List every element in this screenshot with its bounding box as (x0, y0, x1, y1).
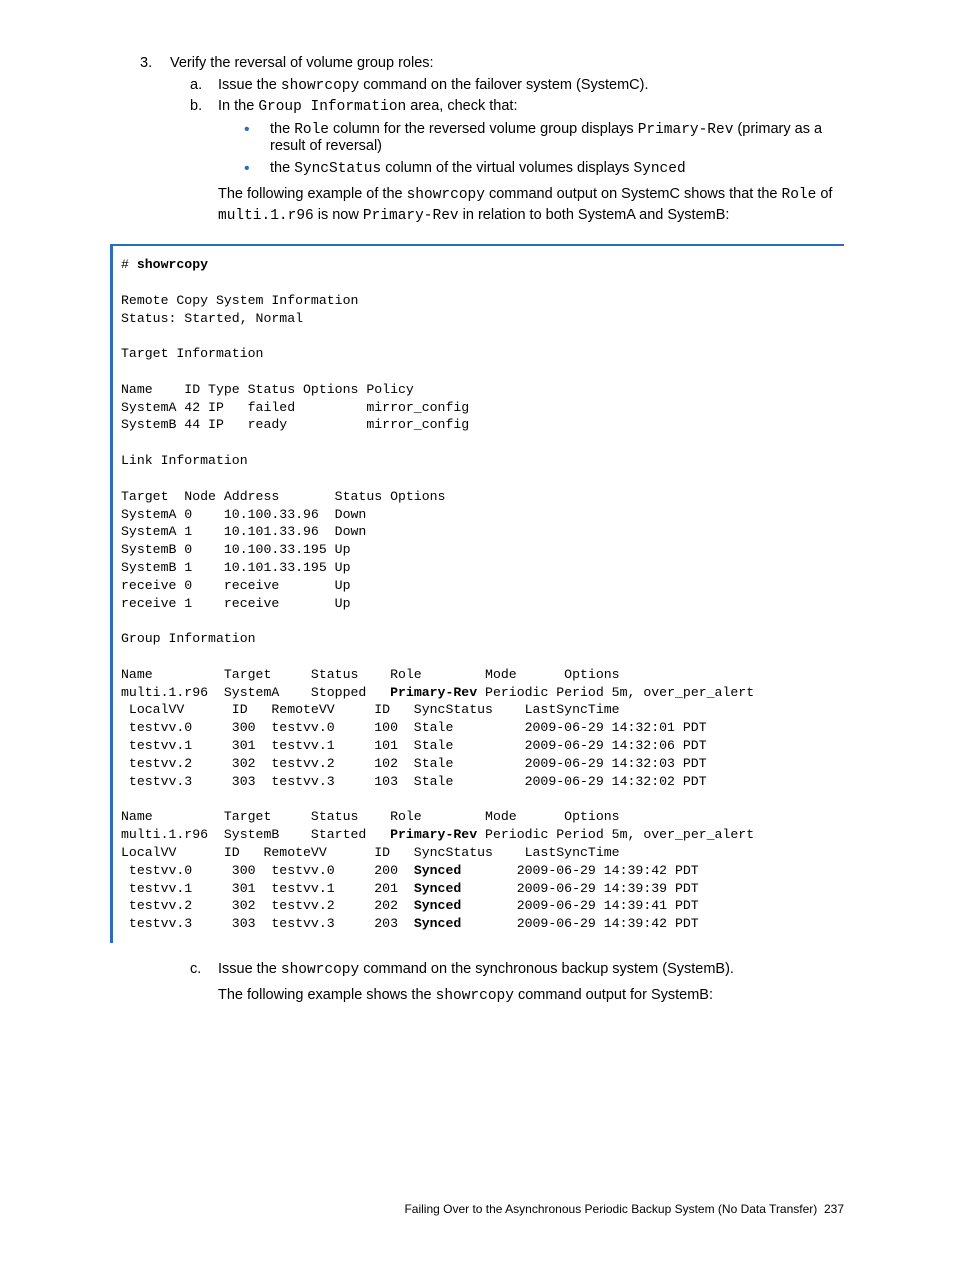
code-line: Name ID Type Status Options Policy (121, 382, 414, 397)
text: command on the synchronous backup system… (359, 961, 734, 977)
command-text: Group Information (258, 99, 406, 115)
code-line: testvv.1 301 testvv.1 201 (121, 881, 414, 896)
code-line: multi.1.r96 SystemB Started (121, 827, 390, 842)
page-footer: Failing Over to the Asynchronous Periodi… (404, 1202, 844, 1216)
code-line: SystemA 1 10.101.33.96 Down (121, 524, 366, 539)
code-line: multi.1.r96 SystemA Stopped (121, 685, 390, 700)
text: The following example shows the (218, 987, 436, 1003)
text: the (270, 121, 294, 137)
code-line: Target Information (121, 346, 263, 361)
code-inline: Primary-Rev (363, 208, 459, 224)
code-line: 2009-06-29 14:39:39 PDT (461, 881, 698, 896)
code-output-box: # showrcopy Remote Copy System Informati… (110, 244, 844, 943)
text: is now (314, 207, 363, 223)
bullet-icon: • (244, 122, 250, 138)
command-text: showrcopy (436, 988, 514, 1004)
sync-status: Synced (414, 898, 461, 913)
sync-status: Synced (414, 881, 461, 896)
text: Issue the (218, 961, 281, 977)
code-inline: Primary-Rev (638, 122, 734, 138)
code-inline: Role (782, 187, 817, 203)
command: showrcopy (137, 257, 208, 272)
code-line: testvv.3 303 testvv.3 203 (121, 916, 414, 931)
text: in relation to both SystemA and SystemB: (459, 207, 730, 223)
line: Issue the showrcopy command on the synch… (218, 961, 844, 978)
text: of (816, 186, 832, 202)
code-line: 2009-06-29 14:39:42 PDT (461, 916, 698, 931)
code-line: Periodic Period 5m, over_per_alert (477, 685, 754, 700)
role-value: Primary-Rev (390, 685, 477, 700)
code-line: 2009-06-29 14:39:42 PDT (461, 863, 698, 878)
code-line: SystemB 44 IP ready mirror_config (121, 417, 469, 432)
code-line: testvv.0 300 testvv.0 100 Stale 2009-06-… (121, 720, 707, 735)
line: The following example shows the showrcop… (218, 986, 844, 1007)
code-line: testvv.2 302 testvv.2 202 (121, 898, 414, 913)
code-inline: Role (294, 122, 329, 138)
text: In the (218, 98, 258, 114)
code-line: 2009-06-29 14:39:41 PDT (461, 898, 698, 913)
code-inline: multi.1.r96 (218, 208, 314, 224)
text: column for the reversed volume group dis… (329, 121, 638, 137)
code-line: Group Information (121, 631, 256, 646)
code-line: Remote Copy System Information (121, 293, 358, 308)
text: the (270, 160, 294, 176)
code-line: LocalVV ID RemoteVV ID SyncStatus LastSy… (121, 845, 620, 860)
text: area, check that: (406, 98, 517, 114)
text: command output for SystemB: (514, 987, 713, 1003)
text: command output on SystemC shows that the (485, 186, 782, 202)
code-line: SystemA 0 10.100.33.96 Down (121, 507, 366, 522)
code-line: LocalVV ID RemoteVV ID SyncStatus LastSy… (121, 702, 620, 717)
step-list: 3. Verify the reversal of volume group r… (140, 55, 844, 226)
substep-list: a. Issue the showrcopy command on the fa… (190, 77, 844, 226)
page-number: 237 (824, 1202, 844, 1216)
code-line: testvv.1 301 testvv.1 101 Stale 2009-06-… (121, 738, 707, 753)
text: The following example of the (218, 186, 407, 202)
code-line: SystemA 42 IP failed mirror_config (121, 400, 469, 415)
code-line: receive 1 receive Up (121, 596, 351, 611)
command-text: showrcopy (281, 78, 359, 94)
substep-c: c. Issue the showrcopy command on the sy… (190, 961, 844, 1007)
code-line: receive 0 receive Up (121, 578, 351, 593)
footer-text: Failing Over to the Asynchronous Periodi… (404, 1202, 817, 1216)
code-line: Name Target Status Role Mode Options (121, 809, 620, 824)
sync-status: Synced (414, 863, 461, 878)
substep-a: a. Issue the showrcopy command on the fa… (190, 77, 844, 94)
code-line: Periodic Period 5m, over_per_alert (477, 827, 754, 842)
step-number: 3. (140, 55, 152, 71)
substep-b: b. In the Group Information area, check … (190, 98, 844, 226)
substep-label: b. (190, 98, 202, 114)
substep-c-wrapper: c. Issue the showrcopy command on the sy… (190, 961, 844, 1007)
bullet-list: • the Role column for the reversed volum… (244, 121, 844, 177)
text: Issue the (218, 77, 281, 93)
prompt: # (121, 257, 137, 272)
text: command on the failover system (SystemC)… (359, 77, 648, 93)
code-line: testvv.0 300 testvv.0 200 (121, 863, 414, 878)
text: column of the virtual volumes displays (381, 160, 633, 176)
code-inline: showrcopy (407, 187, 485, 203)
code-line: Status: Started, Normal (121, 311, 303, 326)
role-value: Primary-Rev (390, 827, 477, 842)
code-line: SystemB 0 10.100.33.195 Up (121, 542, 351, 557)
code-inline: Synced (633, 161, 685, 177)
code-inline: SyncStatus (294, 161, 381, 177)
sync-status: Synced (414, 916, 461, 931)
bullet-item: • the SyncStatus column of the virtual v… (244, 160, 844, 177)
code-line: Target Node Address Status Options (121, 489, 445, 504)
substep-label: a. (190, 77, 202, 93)
command-text: showrcopy (281, 962, 359, 978)
bullet-icon: • (244, 161, 250, 177)
code-line: Name Target Status Role Mode Options (121, 667, 620, 682)
code-line: testvv.2 302 testvv.2 102 Stale 2009-06-… (121, 756, 707, 771)
step-3: 3. Verify the reversal of volume group r… (140, 55, 844, 226)
paragraph: The following example of the showrcopy c… (218, 185, 844, 226)
code-line: SystemB 1 10.101.33.195 Up (121, 560, 351, 575)
step-title: Verify the reversal of volume group role… (170, 55, 434, 71)
substep-label: c. (190, 961, 201, 977)
bullet-item: • the Role column for the reversed volum… (244, 121, 844, 154)
code-line: Link Information (121, 453, 248, 468)
code-line: testvv.3 303 testvv.3 103 Stale 2009-06-… (121, 774, 707, 789)
